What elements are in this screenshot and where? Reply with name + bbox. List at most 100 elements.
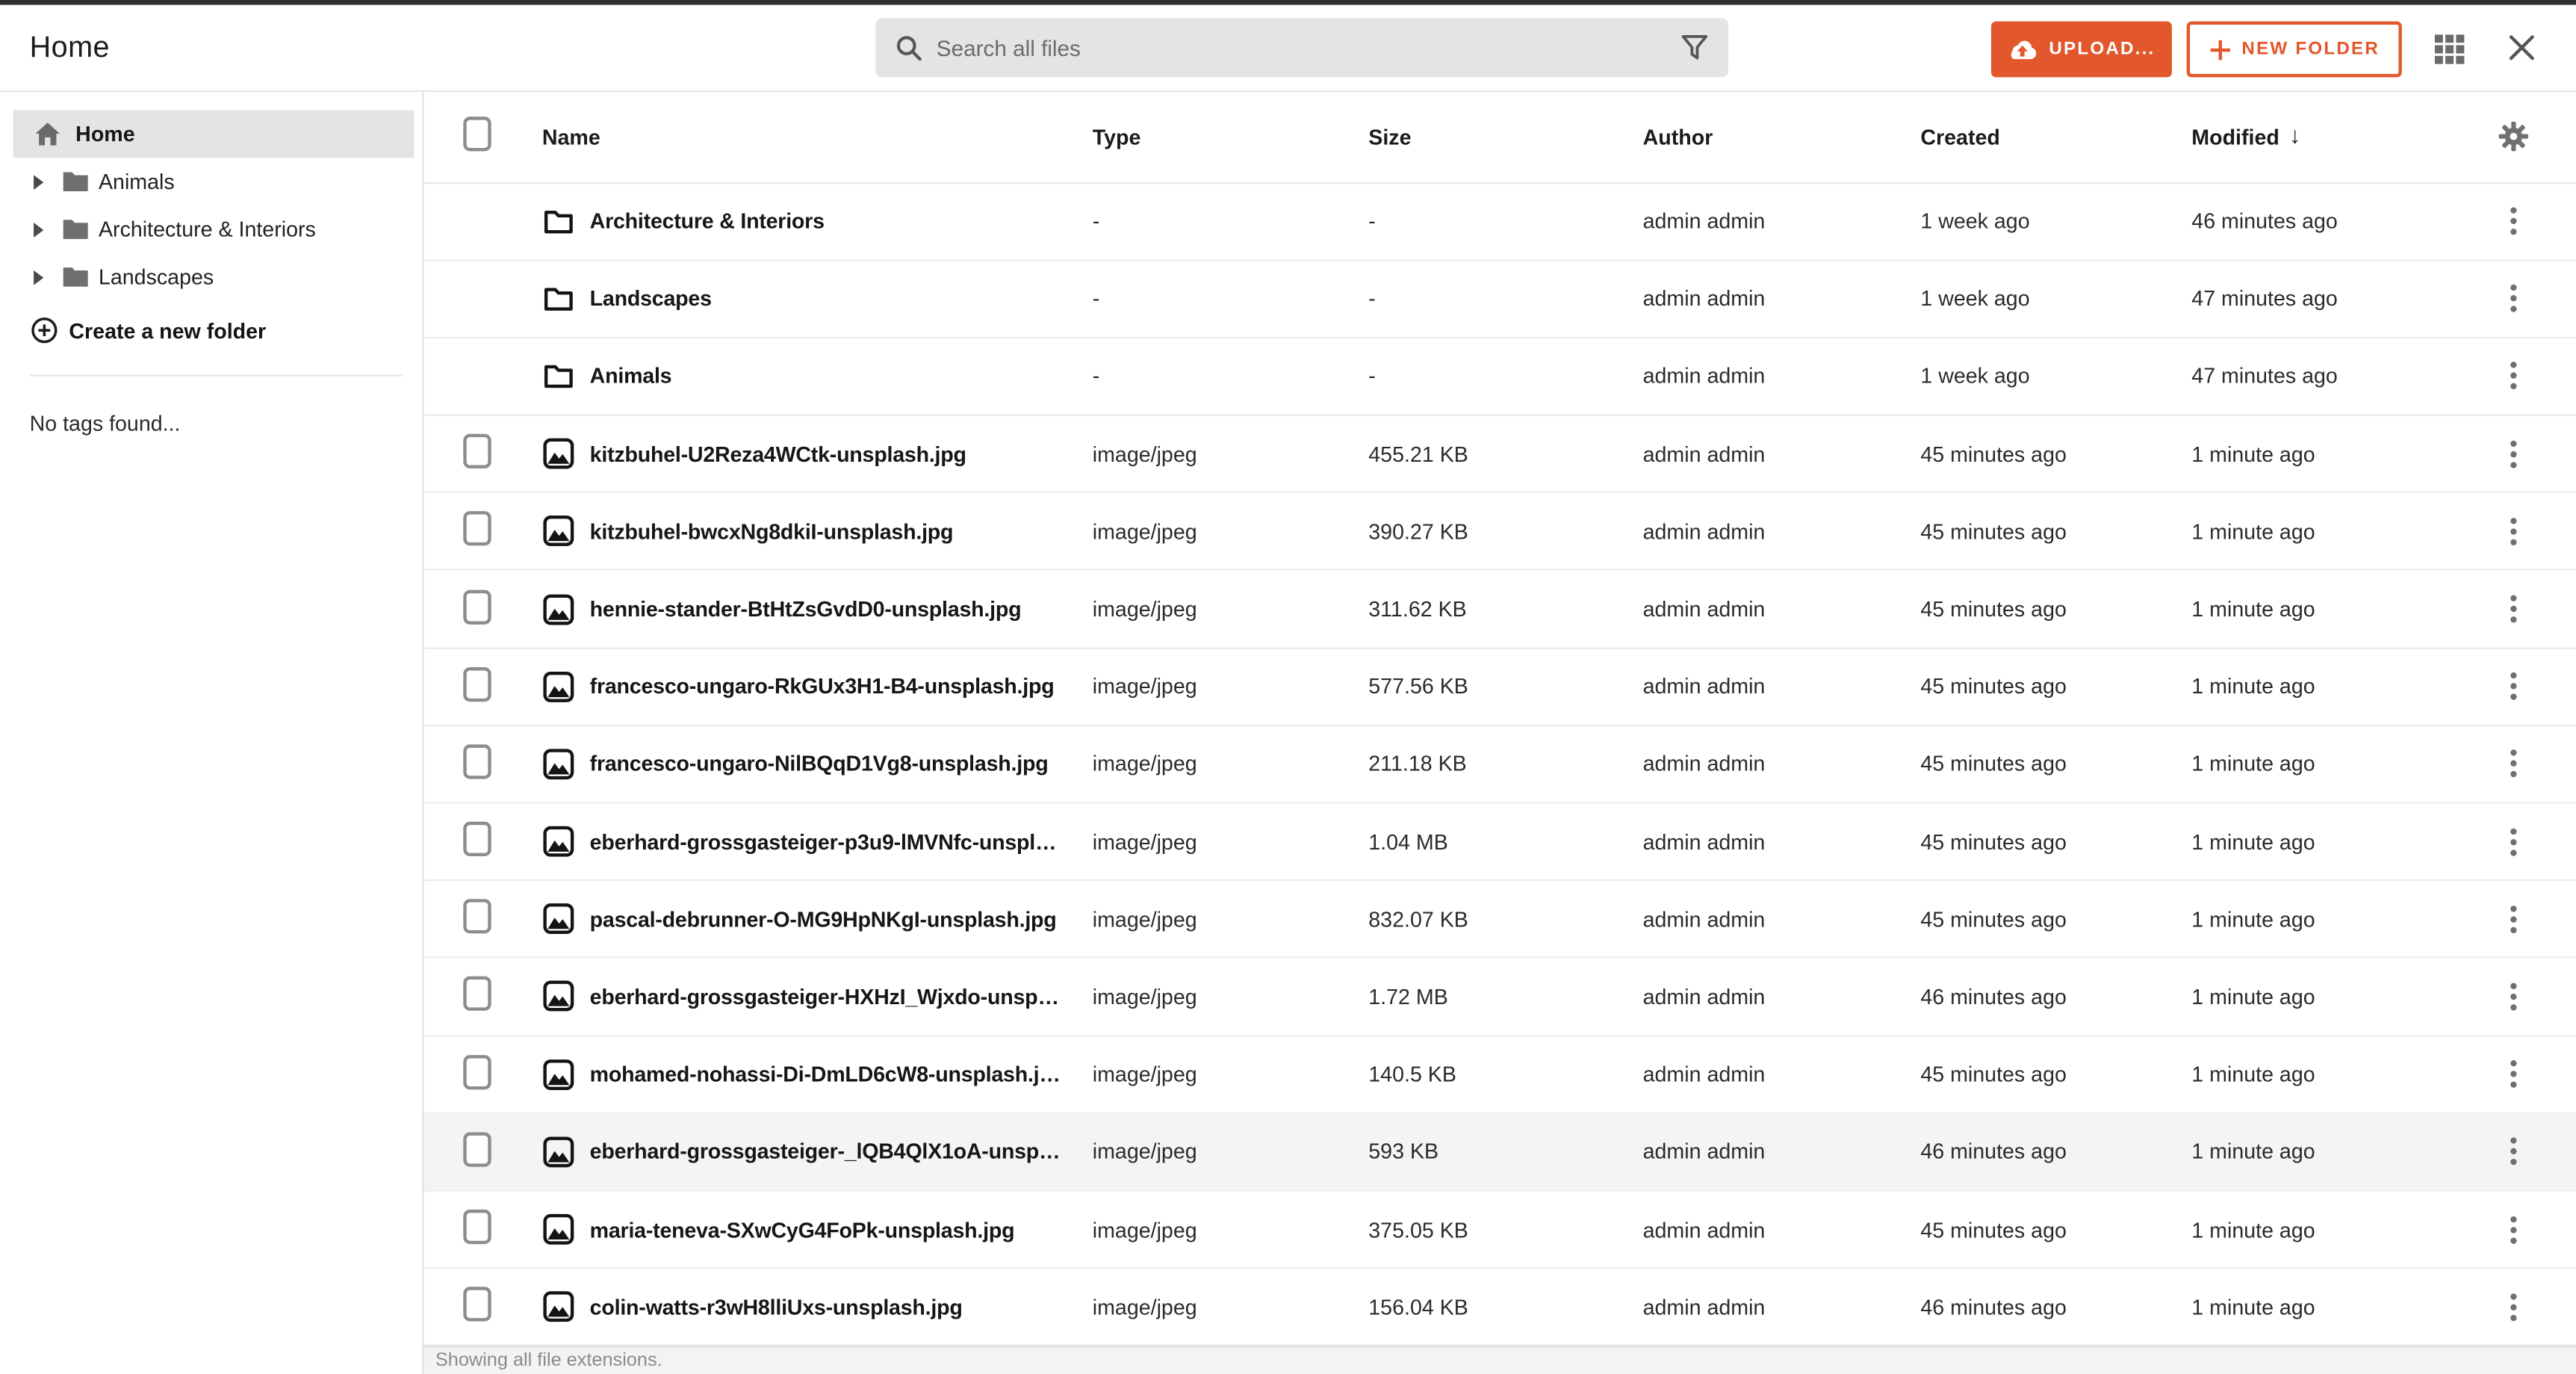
new-folder-button[interactable]: NEW FOLDER — [2186, 21, 2402, 78]
row-menu-kebab-icon[interactable] — [2504, 433, 2523, 474]
row-checkbox[interactable] — [463, 589, 491, 624]
file-author: admin admin — [1642, 1139, 1766, 1165]
sidebar-folder-item[interactable]: Landscapes — [0, 254, 422, 302]
row-menu-kebab-icon[interactable] — [2504, 1131, 2523, 1172]
table-row[interactable]: kitzbuhel-bwcxNg8dkiI-unsplash.jpg image… — [423, 493, 2576, 572]
column-header-created[interactable]: Created — [1920, 124, 2000, 149]
row-menu-kebab-icon[interactable] — [2504, 201, 2523, 242]
file-author: admin admin — [1642, 752, 1766, 777]
file-type: image/jpeg — [1092, 1062, 1197, 1087]
row-menu-kebab-icon[interactable] — [2504, 278, 2523, 319]
table-row[interactable]: francesco-ungaro-NilBQqD1Vg8-unsplash.jp… — [423, 725, 2576, 804]
table-row[interactable]: francesco-ungaro-RkGUx3H1-B4-unsplash.jp… — [423, 649, 2576, 726]
file-created: 1 week ago — [1920, 364, 2030, 389]
table-row[interactable]: eberhard-grossgasteiger-HXHzI_Wjxdo-unsp… — [423, 959, 2576, 1036]
grid-view-icon[interactable] — [2434, 34, 2465, 64]
caret-right-icon[interactable] — [33, 221, 44, 238]
create-folder-button[interactable]: Create a new folder — [0, 306, 422, 354]
row-type-icon — [542, 282, 575, 315]
row-checkbox[interactable] — [463, 1287, 491, 1322]
row-menu-kebab-icon[interactable] — [2504, 1053, 2523, 1095]
row-checkbox[interactable] — [463, 1209, 491, 1245]
column-header-type[interactable]: Type — [1092, 124, 1141, 149]
file-created: 45 minutes ago — [1920, 1216, 2067, 1242]
file-modified: 1 minute ago — [2191, 519, 2315, 544]
close-icon[interactable] — [2509, 34, 2535, 61]
file-modified: 47 minutes ago — [2191, 286, 2338, 312]
row-menu-kebab-icon[interactable] — [2504, 821, 2523, 862]
table-row[interactable]: kitzbuhel-U2Reza4WCtk-unsplash.jpg image… — [423, 415, 2576, 494]
row-checkbox[interactable] — [463, 666, 491, 702]
file-name: francesco-ungaro-NilBQqD1Vg8-unsplash.jp… — [589, 752, 1049, 777]
image-file-icon — [542, 1213, 575, 1245]
table-row[interactable]: hennie-stander-BtHtZsGvdD0-unsplash.jpg … — [423, 571, 2576, 649]
table-row[interactable]: maria-teneva-SXwCyG4FoPk-unsplash.jpg im… — [423, 1191, 2576, 1269]
row-menu-kebab-icon[interactable] — [2504, 977, 2523, 1018]
row-menu-kebab-icon[interactable] — [2504, 743, 2523, 785]
upload-button[interactable]: UPLOAD... — [1990, 21, 2172, 78]
sidebar: Home Animals Architecture & Interiors La… — [0, 92, 424, 1374]
file-type: image/jpeg — [1092, 906, 1197, 932]
row-checkbox[interactable] — [463, 744, 491, 779]
table-row[interactable]: colin-watts-r3wH8lliUxs-unsplash.jpg ima… — [423, 1269, 2576, 1347]
caret-right-icon[interactable] — [33, 270, 44, 286]
file-name: eberhard-grossgasteiger-p3u9-lMVNfc-unsp… — [589, 829, 1064, 854]
image-file-icon — [542, 980, 575, 1013]
row-menu-kebab-icon[interactable] — [2504, 899, 2523, 940]
select-all-checkbox[interactable] — [463, 117, 491, 152]
table-row[interactable]: eberhard-grossgasteiger-p3u9-lMVNfc-unsp… — [423, 803, 2576, 882]
file-type: image/jpeg — [1092, 441, 1197, 466]
file-created: 45 minutes ago — [1920, 829, 2067, 854]
sidebar-item-home[interactable]: Home — [13, 110, 415, 158]
table-row[interactable]: Architecture & Interiors - - admin admin… — [423, 183, 2576, 262]
file-name: maria-teneva-SXwCyG4FoPk-unsplash.jpg — [589, 1216, 1015, 1242]
column-header-name[interactable]: Name — [541, 124, 600, 149]
sidebar-folder-item[interactable]: Architecture & Interiors — [0, 205, 422, 253]
search-bar[interactable] — [875, 18, 1729, 78]
row-checkbox[interactable] — [463, 511, 491, 547]
search-input[interactable] — [936, 35, 1666, 61]
row-type-icon — [542, 670, 575, 703]
file-modified: 1 minute ago — [2191, 1216, 2315, 1242]
table-row[interactable]: Landscapes - - admin admin 1 week ago 47… — [423, 261, 2576, 338]
row-checkbox[interactable] — [463, 822, 491, 857]
row-menu-kebab-icon[interactable] — [2504, 589, 2523, 630]
file-type: image/jpeg — [1092, 596, 1197, 622]
file-created: 45 minutes ago — [1920, 674, 2067, 699]
file-author: admin admin — [1642, 1294, 1766, 1319]
column-header-modified[interactable]: Modified ↓ — [2191, 122, 2451, 150]
file-name: mohamed-nohassi-Di-DmLD6cW8-unsplash.jpg — [589, 1062, 1064, 1087]
file-type: image/jpeg — [1092, 984, 1197, 1009]
row-menu-kebab-icon[interactable] — [2504, 1209, 2523, 1250]
table-row[interactable]: mohamed-nohassi-Di-DmLD6cW8-unsplash.jpg… — [423, 1036, 2576, 1114]
file-size: - — [1368, 364, 1376, 389]
row-menu-kebab-icon[interactable] — [2504, 666, 2523, 707]
row-checkbox[interactable] — [463, 1054, 491, 1089]
table-row[interactable]: eberhard-grossgasteiger-_lQB4QlX1oA-unsp… — [423, 1113, 2576, 1192]
file-created: 46 minutes ago — [1920, 1139, 2067, 1165]
row-menu-kebab-icon[interactable] — [2504, 356, 2523, 397]
table-row[interactable]: Animals - - admin admin 1 week ago 47 mi… — [423, 338, 2576, 416]
row-checkbox[interactable] — [463, 434, 491, 469]
row-menu-kebab-icon[interactable] — [2504, 511, 2523, 552]
filter-icon[interactable] — [1680, 34, 1708, 61]
gear-icon[interactable] — [2498, 122, 2529, 152]
row-menu-kebab-icon[interactable] — [2504, 1287, 2523, 1328]
file-created: 45 minutes ago — [1920, 441, 2067, 466]
column-header-size[interactable]: Size — [1368, 124, 1412, 149]
file-name: hennie-stander-BtHtZsGvdD0-unsplash.jpg — [589, 596, 1022, 622]
file-size: 140.5 KB — [1368, 1062, 1456, 1087]
column-header-author[interactable]: Author — [1642, 124, 1713, 149]
file-modified: 1 minute ago — [2191, 1294, 2315, 1319]
file-type: - — [1092, 364, 1100, 389]
caret-right-icon[interactable] — [33, 173, 44, 190]
row-checkbox[interactable] — [463, 899, 491, 935]
row-checkbox[interactable] — [463, 1132, 491, 1167]
home-icon — [34, 122, 60, 146]
table-row[interactable]: pascal-debrunner-O-MG9HpNKgI-unsplash.jp… — [423, 881, 2576, 959]
file-author: admin admin — [1642, 1216, 1766, 1242]
sidebar-folder-item[interactable]: Animals — [0, 158, 422, 205]
row-checkbox[interactable] — [463, 977, 491, 1012]
file-author: admin admin — [1642, 674, 1766, 699]
search-icon — [896, 34, 922, 61]
